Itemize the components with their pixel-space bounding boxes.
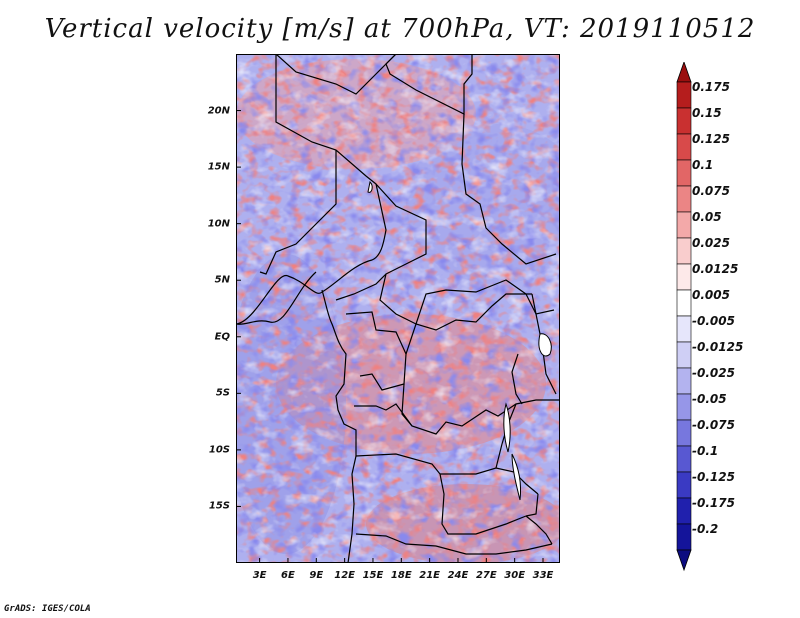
lat-label: 5N: [214, 274, 230, 286]
colorbar-label: -0.025: [692, 366, 735, 380]
lon-label: 21E: [419, 570, 441, 581]
colorbar-segment: [676, 263, 692, 291]
colorbar-label: 0.005: [692, 288, 730, 302]
colorbar-label: 0.1: [692, 158, 714, 172]
colorbar-segment: [676, 133, 692, 161]
lon-label: 33E: [532, 570, 554, 581]
colorbar-top-arrow: [676, 62, 692, 83]
colorbar-bottom-arrow: [676, 549, 692, 572]
colorbar-label: -0.05: [692, 392, 727, 406]
colorbar-segment: [676, 419, 692, 447]
lon-label: 12E: [334, 570, 355, 581]
lat-label: 20N: [207, 105, 230, 117]
colorbar-segment: [676, 341, 692, 369]
colorbar-segment: [676, 393, 692, 421]
colorbar-label: 0.075: [692, 184, 730, 198]
colorbar-segment: [676, 81, 692, 109]
colorbar-label: 0.0125: [692, 262, 739, 276]
lat-label: 10N: [207, 218, 230, 230]
colorbar-label: 0.125: [692, 132, 730, 146]
lat-label: 15N: [207, 161, 230, 173]
colorbar-label: -0.2: [692, 522, 719, 536]
colorbar-label: 0.05: [692, 210, 722, 224]
lat-label: 5S: [215, 387, 230, 399]
colorbar-label: -0.075: [692, 418, 735, 432]
vertical-velocity-map: [236, 54, 560, 563]
colorbar-segment: [676, 445, 692, 473]
colorbar-segment: [676, 497, 692, 525]
colorbar-label: 0.025: [692, 236, 730, 250]
colorbar-segment: [676, 211, 692, 239]
grads-credit: GrADS: IGES/COLA: [4, 604, 91, 614]
lon-label: 9E: [309, 570, 324, 581]
field-texture-white: [236, 54, 560, 563]
lon-label: 3E: [252, 570, 267, 581]
lat-label: EQ: [214, 331, 230, 343]
colorbar-label: -0.125: [692, 470, 735, 484]
lat-label: 10S: [208, 444, 230, 456]
colorbar-segment: [676, 107, 692, 135]
colorbar-segment: [676, 159, 692, 187]
country-borders: [236, 54, 560, 563]
axis-ticks: [236, 110, 544, 563]
lat-label: 15S: [208, 500, 230, 512]
colorbar-segment: [676, 237, 692, 265]
map-panel: [236, 54, 560, 563]
colorbar: [676, 62, 692, 572]
map-frame: [236, 54, 560, 563]
colorbar-label: 0.15: [692, 106, 722, 120]
lon-label: 24E: [447, 570, 469, 581]
lon-label: 18E: [390, 570, 412, 581]
lon-label: 6E: [281, 570, 295, 581]
colorbar-segment: [676, 185, 692, 213]
colorbar-label: -0.175: [692, 496, 735, 510]
map-title: Vertical velocity [m/s] at 700hPa, VT: 2…: [44, 14, 756, 44]
colorbar-label: -0.1: [692, 444, 719, 458]
lon-label: 30E: [504, 570, 526, 581]
colorbar-segment: [676, 471, 692, 499]
colorbar-segment: [676, 289, 692, 317]
colorbar-segment: [676, 315, 692, 343]
colorbar-label: -0.005: [692, 314, 735, 328]
colorbar-label: 0.175: [692, 80, 730, 94]
lakes: [367, 180, 552, 501]
colorbar-label: -0.0125: [692, 340, 744, 354]
colorbar-segment: [676, 367, 692, 395]
lon-label: 15E: [362, 570, 384, 581]
lon-label: 27E: [475, 570, 497, 581]
colorbar-segment: [676, 523, 692, 551]
